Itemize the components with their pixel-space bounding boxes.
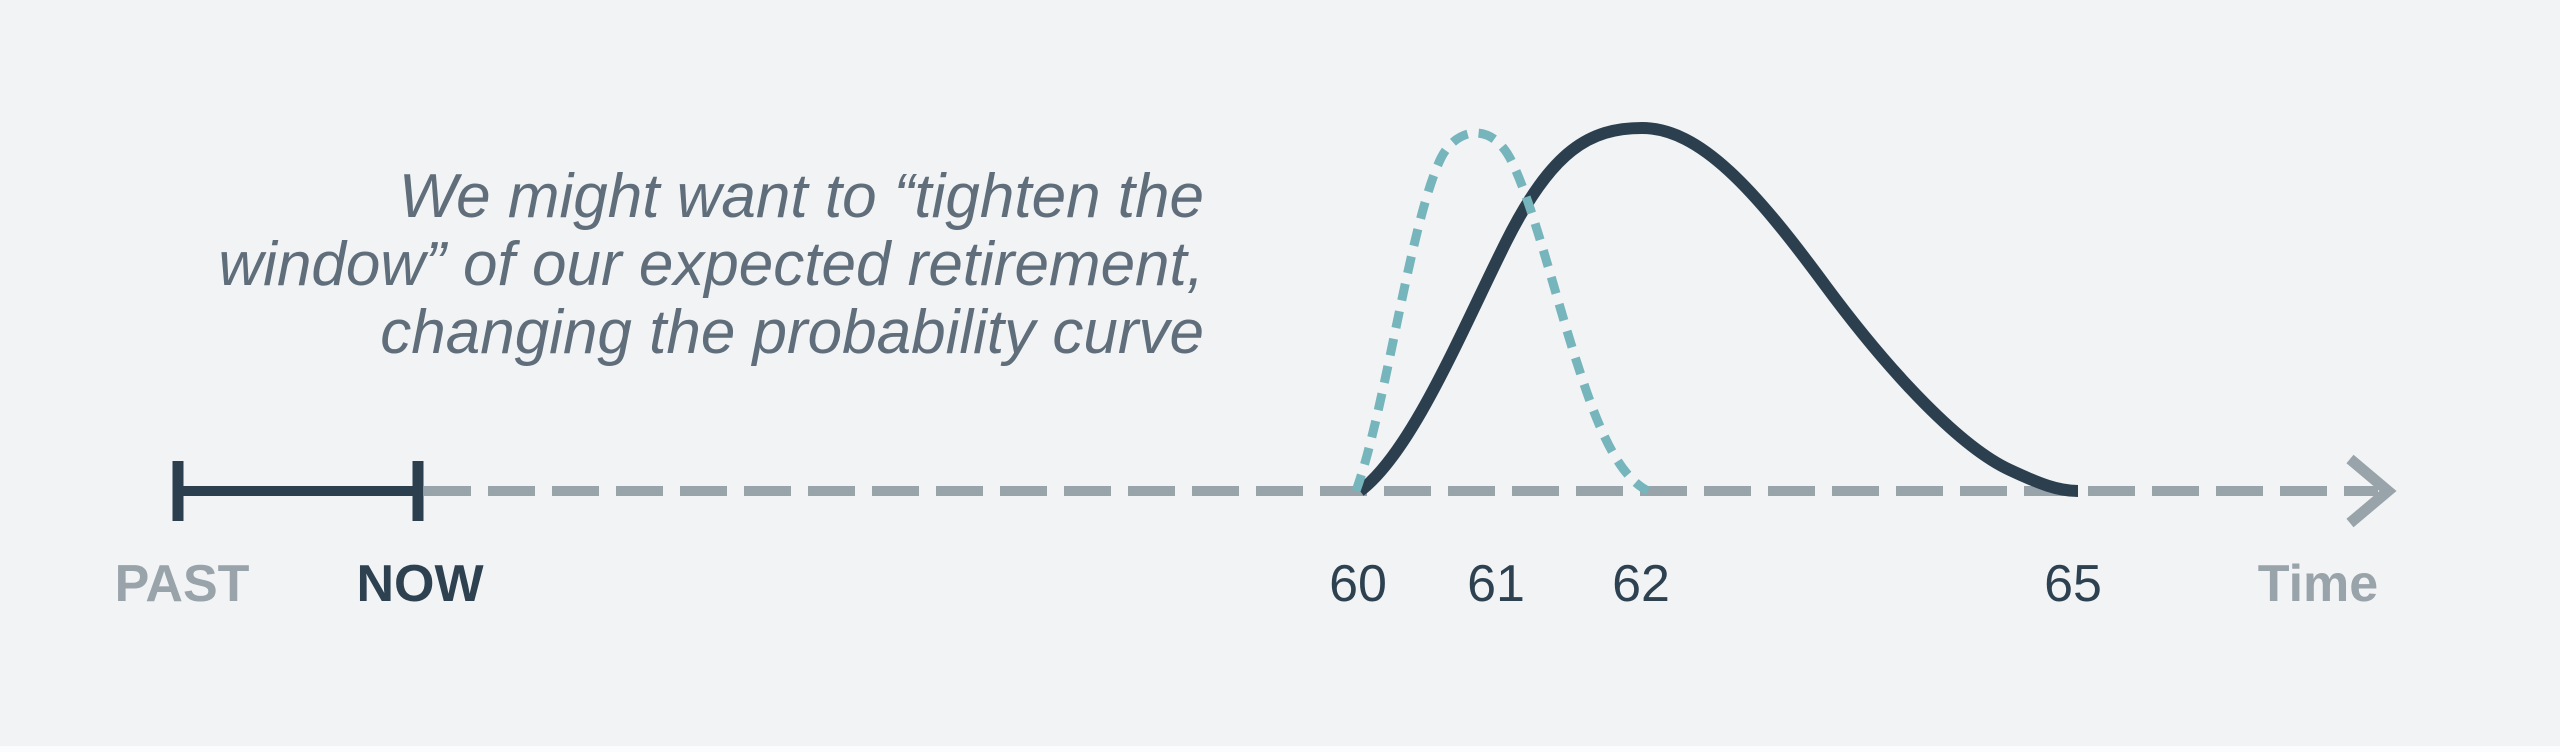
time-axis-label: Time [2257, 555, 2379, 613]
annotation-text: We might want to “tighten the window” of… [218, 163, 1204, 367]
tightened-probability-curve [1351, 128, 1651, 496]
age-label-62: 62 [1612, 555, 1670, 613]
time-arrowhead-icon [2346, 454, 2397, 528]
age-label-65: 65 [2044, 555, 2102, 613]
annotation-line-2: window” of our expected retirement, [218, 230, 1204, 299]
past-label: PAST [114, 555, 250, 613]
annotation-line-3: changing the probability curve [380, 298, 1204, 367]
bottom-edge-strip [0, 746, 2560, 752]
annotation-line-1: We might want to “tighten the [398, 162, 1204, 231]
now-label: NOW [356, 555, 484, 613]
age-label-60: 60 [1329, 555, 1387, 613]
age-label-61: 61 [1467, 555, 1525, 613]
original-probability-curve [1356, 121, 2079, 497]
